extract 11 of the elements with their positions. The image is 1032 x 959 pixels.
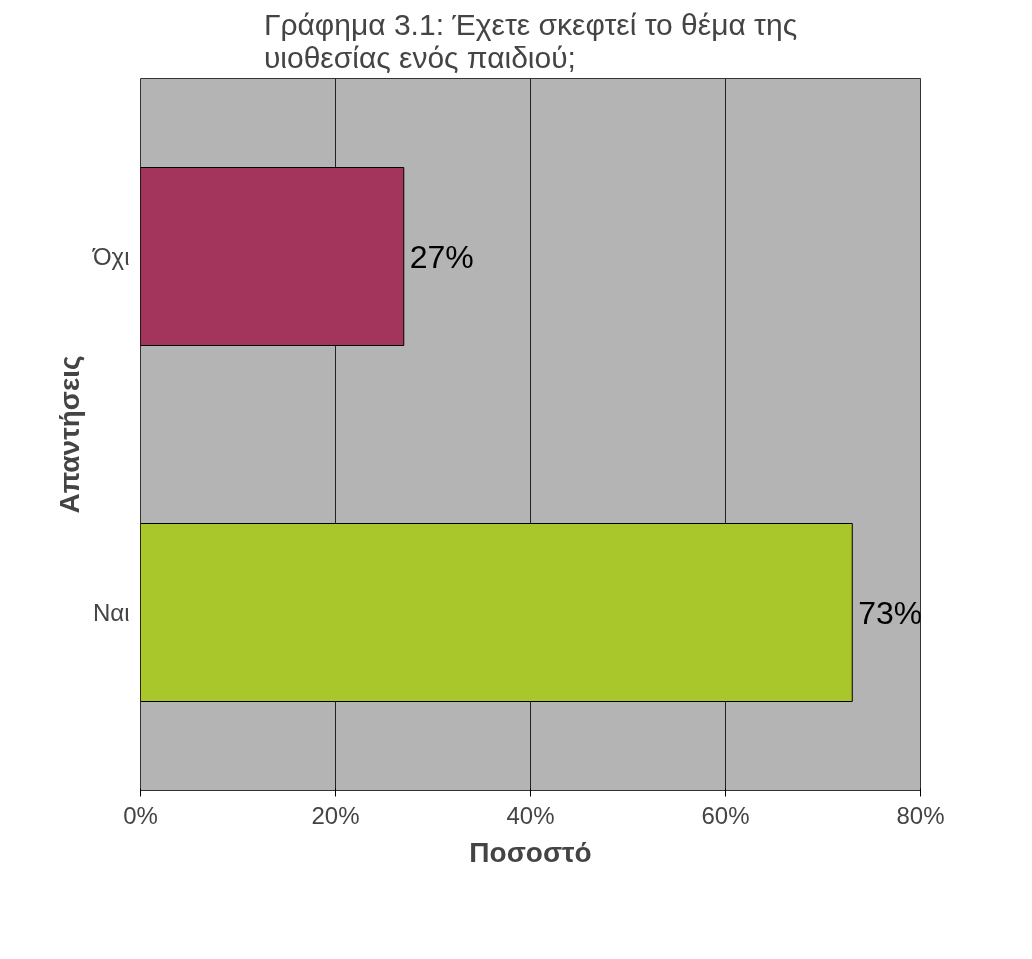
y-tick-label: Όχι [91, 243, 130, 270]
x-tick-label: 20% [311, 801, 360, 829]
y-axis-title: Απαντήσεις [53, 355, 85, 514]
x-tick-label: 40% [506, 801, 555, 829]
x-tick-label: 60% [701, 801, 750, 829]
x-tick-label: 0% [123, 801, 158, 829]
x-axis-title: Ποσοστό [469, 836, 592, 868]
data-label: 27% [409, 238, 474, 275]
chart-title: Γράφημα 3.1: Έχετε σκεφτεί το θέμα της υιοθεσίας ενός παιδιού; [263, 7, 798, 74]
y-tick-label: Ναι [92, 599, 130, 626]
x-tick-label: 80% [896, 801, 945, 829]
